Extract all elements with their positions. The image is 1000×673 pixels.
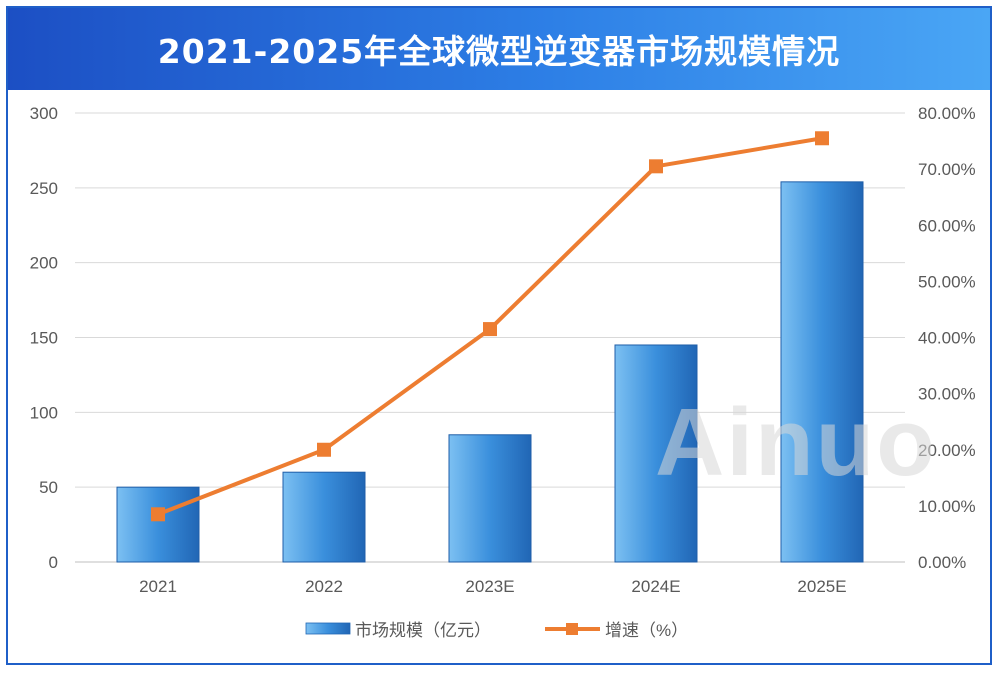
right-tick-label: 20.00% — [918, 441, 976, 460]
bar — [448, 434, 532, 563]
right-tick-label: 80.00% — [918, 104, 976, 123]
x-tick-label: 2022 — [305, 577, 343, 596]
bar — [116, 486, 200, 563]
left-tick-label: 150 — [30, 329, 58, 348]
right-tick-label: 10.00% — [918, 497, 976, 516]
x-tick-label: 2023E — [465, 577, 514, 596]
legend-bar-swatch — [305, 622, 351, 635]
bar-series — [116, 181, 864, 563]
right-tick-label: 40.00% — [918, 329, 976, 348]
chart-title: 2021-2025年全球微型逆变器市场规模情况 — [157, 32, 841, 71]
left-axis-ticks: 0 50 100 150 200 250 300 — [30, 104, 58, 572]
title-banner: 2021-2025年全球微型逆变器市场规模情况 — [8, 8, 990, 90]
bar — [614, 344, 698, 563]
x-tick-label: 2021 — [139, 577, 177, 596]
left-tick-label: 100 — [30, 403, 58, 422]
left-tick-label: 50 — [39, 478, 58, 497]
line-point — [151, 507, 165, 522]
left-tick-label: 200 — [30, 254, 58, 273]
x-tick-label: 2024E — [631, 577, 680, 596]
x-tick-label: 2025E — [797, 577, 846, 596]
legend: 市场规模（亿元） 增速（%） — [305, 621, 688, 640]
right-tick-label: 60.00% — [918, 216, 976, 235]
bar — [282, 471, 366, 563]
legend-line-marker — [566, 623, 578, 635]
legend-bar-label: 市场规模（亿元） — [355, 621, 491, 640]
right-tick-label: 30.00% — [918, 385, 976, 404]
gridlines — [75, 112, 905, 563]
line-point — [815, 131, 829, 146]
right-tick-label: 0.00% — [918, 553, 966, 572]
legend-line-label: 增速（%） — [605, 621, 688, 640]
line-series — [151, 131, 829, 522]
line-point — [649, 159, 663, 174]
left-tick-label: 250 — [30, 179, 58, 198]
right-tick-label: 70.00% — [918, 160, 976, 179]
right-axis-ticks: 0.00% 10.00% 20.00% 30.00% 40.00% 50.00% 60.00… — [918, 104, 976, 572]
right-tick-label: 50.00% — [918, 272, 976, 291]
line-point — [317, 442, 331, 457]
line-point — [483, 322, 497, 337]
left-tick-label: 300 — [30, 104, 58, 123]
x-axis-ticks: 2021 2022 2023E 2024E 2025E — [139, 577, 847, 596]
left-tick-label: 0 — [49, 553, 58, 572]
bar — [780, 181, 864, 563]
